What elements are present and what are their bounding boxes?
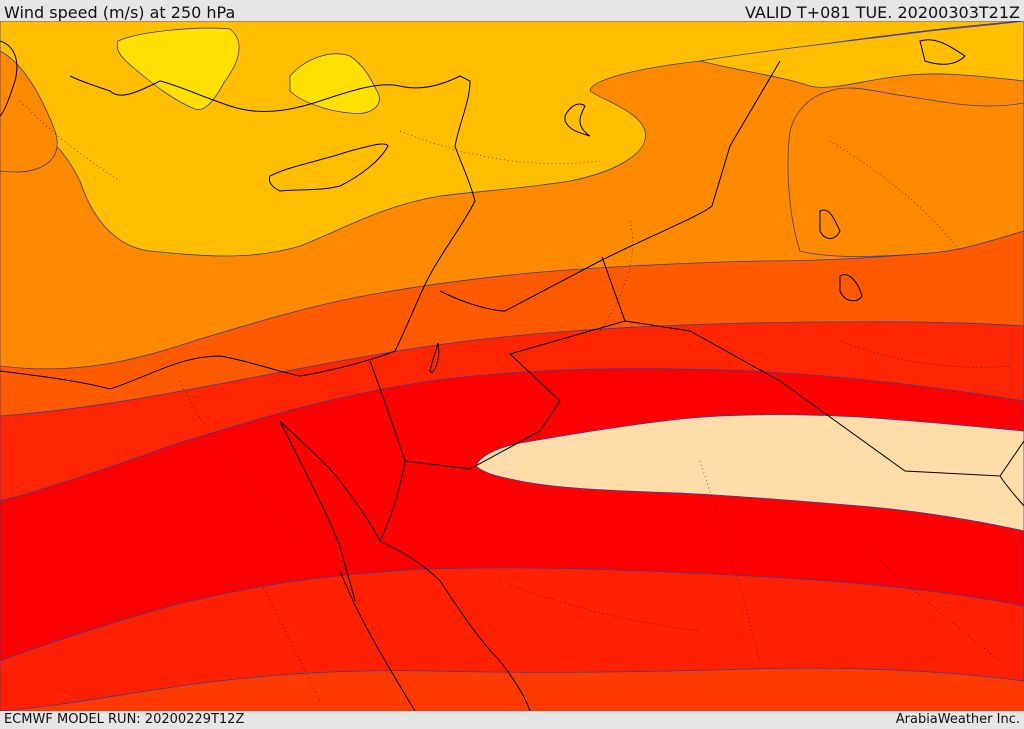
credit-text: ArabiaWeather Inc. [895, 712, 1020, 727]
band-orange-west [0, 50, 58, 173]
political-borders [339, 60, 1024, 711]
map-title: Wind speed (m/s) at 250 hPa [4, 3, 236, 22]
patch-yellow-2 [289, 53, 380, 114]
patch-yellow-1 [116, 27, 240, 111]
valid-time: VALID T+081 TUE. 20200303T21Z [744, 3, 1020, 22]
border-lines [19, 100, 1011, 702]
map-canvas [0, 21, 1024, 711]
model-run: ECMWF MODEL RUN: 20200229T12Z [4, 712, 245, 727]
map-header: Wind speed (m/s) at 250 hPa VALID T+081 … [0, 0, 1024, 22]
band-orange-east [787, 87, 1024, 257]
jet-core [475, 414, 1024, 532]
band-light-orange [0, 21, 1024, 257]
coastlines [0, 39, 966, 711]
wind-speed-map [0, 21, 1024, 711]
map-footer: ECMWF MODEL RUN: 20200229T12Z ArabiaWeat… [0, 711, 1024, 729]
patch-light-orange-east [699, 21, 1024, 88]
